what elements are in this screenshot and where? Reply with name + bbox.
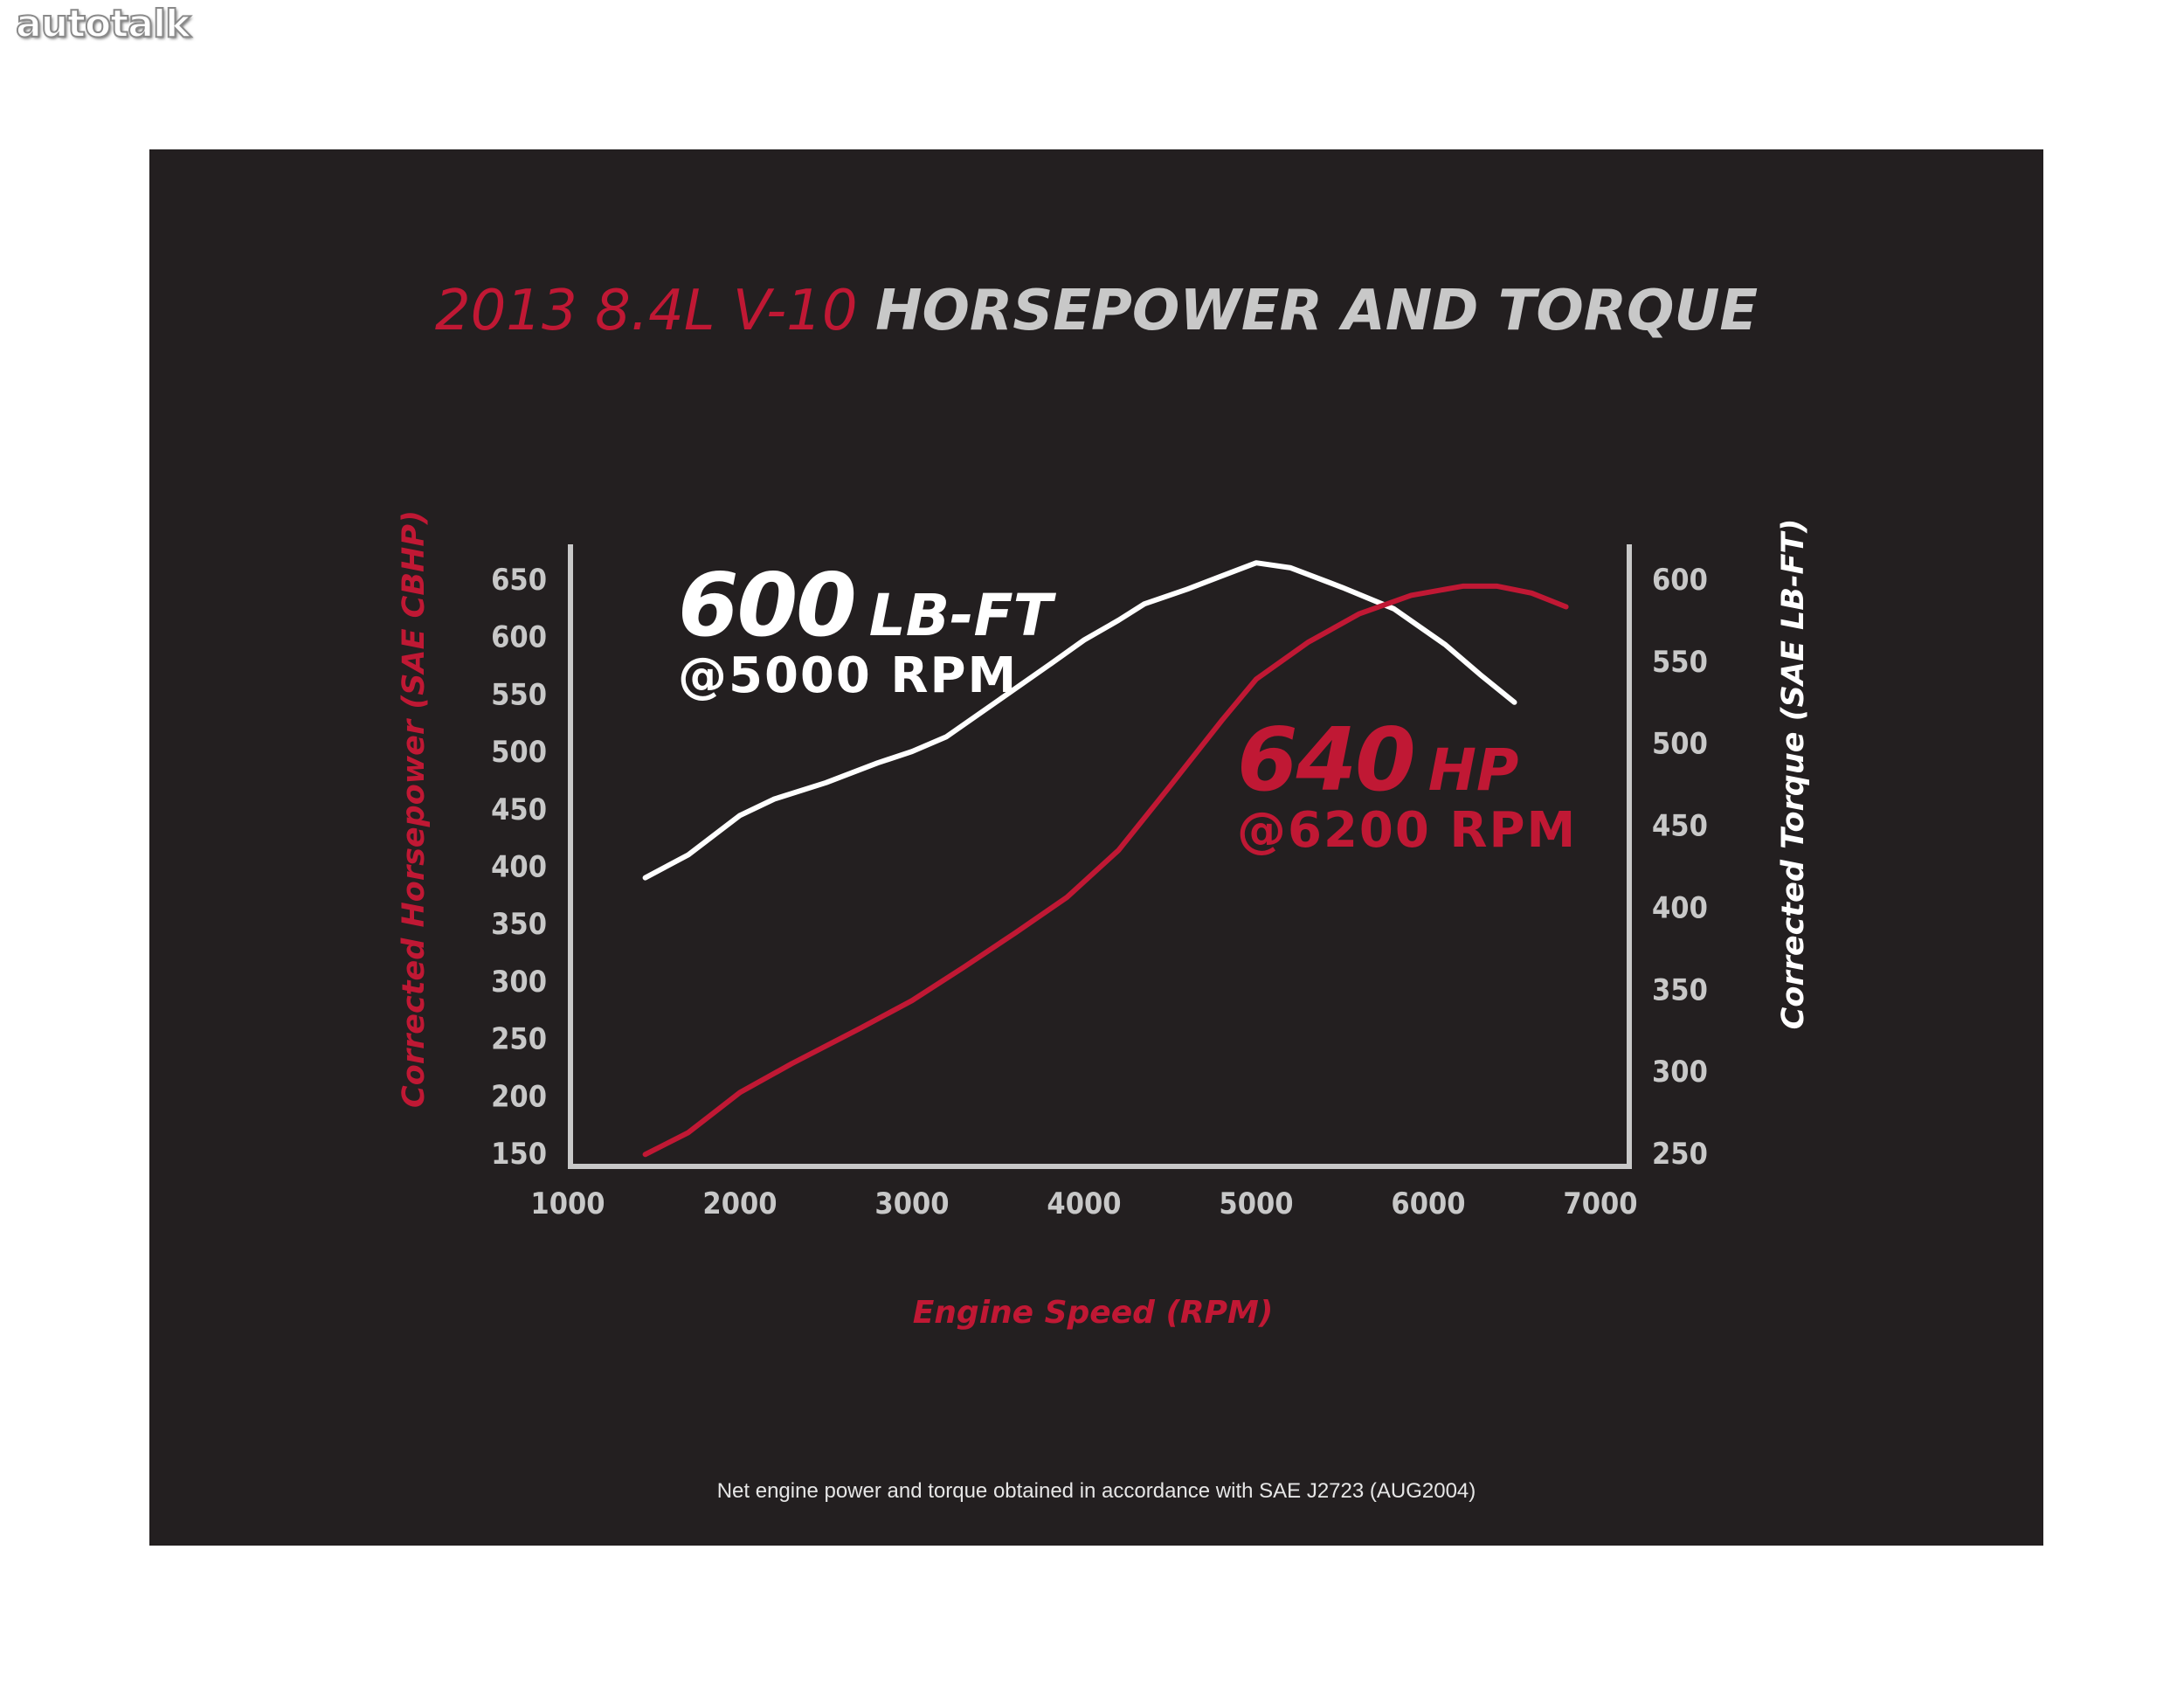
y-tick-label-left: 550 <box>491 677 547 712</box>
left-axis-ticks: 150 200 250 300 350 400 450 500 550 600 650 <box>491 563 547 1172</box>
title-engine: 2013 8.4L V-10 <box>434 279 858 343</box>
y-axis-label-left: Corrected Horsepower (SAE CBHP) <box>397 510 432 1108</box>
torque-peak-unit: LB-FT <box>868 582 1053 649</box>
chart-title: 2013 8.4L V-10 HORSEPOWER AND TORQUE <box>149 279 2043 343</box>
x-axis-label: Engine Speed (RPM) <box>913 1295 1274 1331</box>
watermark-logo: autotalk <box>15 1 191 47</box>
y-tick-label-left: 350 <box>491 907 547 942</box>
x-tick-label: 5000 <box>1219 1186 1293 1221</box>
y-tick-label-right: 350 <box>1652 972 1708 1007</box>
hp-peak-unit: HP <box>1427 737 1519 804</box>
y-tick-label-left: 400 <box>491 850 547 885</box>
chart-svg: 1000 2000 3000 4000 5000 6000 7000 150 200 250 30… <box>397 510 1811 1331</box>
x-tick-label: 4000 <box>1047 1186 1121 1221</box>
hp-peak-rpm: @6200 RPM <box>1237 802 1578 859</box>
x-tick-label: 2000 <box>702 1186 777 1221</box>
y-tick-label-left: 450 <box>491 792 547 827</box>
y-tick-label-right: 550 <box>1652 645 1708 680</box>
y-tick-label-left: 150 <box>491 1137 547 1172</box>
horsepower-line <box>642 583 1569 1158</box>
y-tick-label-left: 650 <box>491 563 547 598</box>
torque-line <box>642 560 1517 881</box>
y-tick-label-left: 600 <box>491 620 547 655</box>
y-tick-label-left: 250 <box>491 1022 547 1057</box>
footnote: Net engine power and torque obtained in … <box>716 1479 1476 1503</box>
x-tick-label: 3000 <box>874 1186 949 1221</box>
x-tick-label: 1000 <box>530 1186 605 1221</box>
y-tick-label-left: 300 <box>491 965 547 1000</box>
y-tick-label-left: 500 <box>491 735 547 770</box>
chart-axes <box>568 544 1632 1169</box>
hp-peak-value: 640 <box>1237 709 1416 811</box>
y-tick-label-right: 600 <box>1652 563 1708 598</box>
x-tick-label: 7000 <box>1563 1186 1637 1221</box>
y-tick-label-right: 450 <box>1652 809 1708 844</box>
y-tick-label-right: 400 <box>1652 890 1708 925</box>
y-tick-label-right: 500 <box>1652 727 1708 762</box>
torque-peak-rpm: @5000 RPM <box>678 647 1019 704</box>
x-axis-ticks: 1000 2000 3000 4000 5000 6000 7000 <box>530 1186 1637 1221</box>
torque-callout: 600 LB-FT @5000 RPM <box>678 554 1053 704</box>
title-main: HORSEPOWER AND TORQUE <box>874 279 1759 343</box>
axis-frame <box>568 544 1632 1169</box>
torque-peak-value: 600 <box>678 554 857 656</box>
y-axis-label-right: Corrected Torque (SAE LB-FT) <box>1776 519 1811 1030</box>
y-tick-label-left: 200 <box>491 1079 547 1114</box>
chart-series <box>642 560 1569 1158</box>
y-tick-label-right: 300 <box>1652 1055 1708 1090</box>
x-tick-label: 6000 <box>1391 1186 1465 1221</box>
horsepower-callout: 640 HP @6200 RPM <box>1237 709 1577 859</box>
y-tick-label-right: 250 <box>1652 1137 1708 1172</box>
chart-panel: 2013 8.4L V-10 HORSEPOWER AND TORQUE 100… <box>149 149 2043 1546</box>
right-axis-ticks: 250 300 350 400 450 500 550 600 <box>1652 563 1708 1172</box>
